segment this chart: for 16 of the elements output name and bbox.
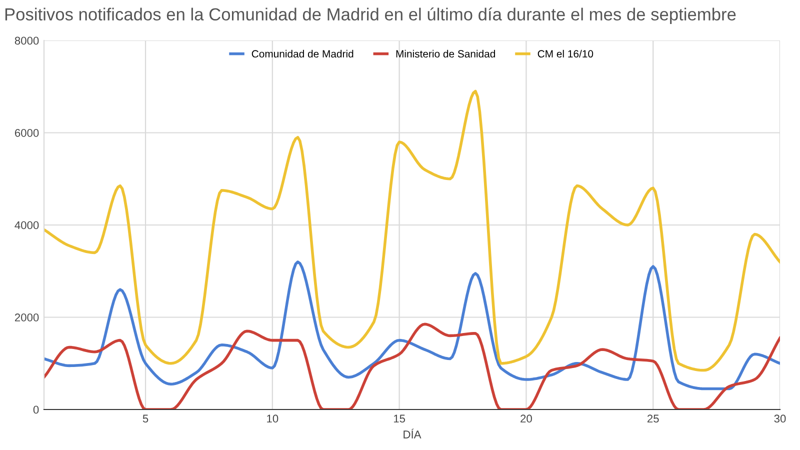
y-tick-label: 6000 bbox=[14, 129, 39, 137]
x-axis-title: DÍA bbox=[404, 428, 422, 438]
x-tick-label: 10 bbox=[267, 414, 278, 423]
x-tick-label: 30 bbox=[774, 414, 786, 423]
x-tick-label: 20 bbox=[520, 414, 532, 423]
legend-label: Ministerio de Sanidad bbox=[396, 50, 495, 58]
x-tick-label: 25 bbox=[647, 414, 659, 423]
y-tick-label: 2000 bbox=[14, 314, 39, 322]
chart-title: Positivos notificados en la Comunidad de Madrid en el último día durante el mes de septiembre bbox=[5, 8, 736, 24]
x-tick-label: 15 bbox=[394, 414, 406, 423]
y-tick-label: 8000 bbox=[14, 36, 39, 45]
y-tick-label: 4000 bbox=[14, 221, 39, 230]
y-tick-label: 0 bbox=[33, 406, 39, 414]
legend-label: CM el 16/10 bbox=[538, 50, 594, 58]
x-tick-label: 5 bbox=[142, 414, 148, 423]
legend-label: Comunidad de Madrid bbox=[252, 50, 354, 58]
